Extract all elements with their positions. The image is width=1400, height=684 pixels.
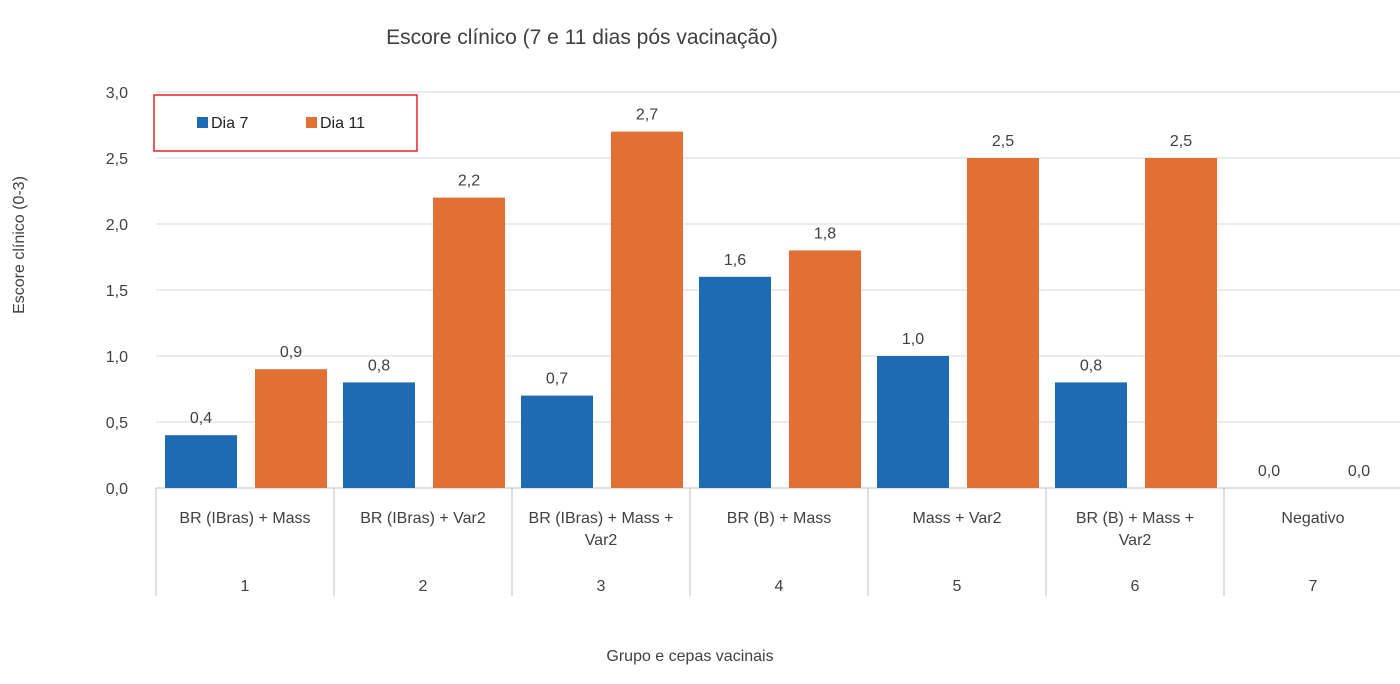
legend-label: Dia 11 <box>320 115 365 132</box>
category-label: BR (B) + Mass + <box>1076 510 1194 527</box>
data-label: 0,4 <box>190 410 212 427</box>
data-label: 0,0 <box>1348 463 1370 480</box>
y-tick-label: 2,0 <box>106 217 128 234</box>
group-number-label: 2 <box>419 578 428 595</box>
group-number-label: 3 <box>597 578 606 595</box>
data-label: 2,7 <box>636 107 658 124</box>
data-label: 0,7 <box>546 371 568 388</box>
bar-dia-7 <box>877 356 949 488</box>
legend-swatch <box>197 117 208 128</box>
y-tick-label: 2,5 <box>106 151 128 168</box>
y-tick-label: 3,0 <box>106 85 128 102</box>
group-number-label: 5 <box>953 578 962 595</box>
bar-dia-7 <box>165 435 237 488</box>
y-tick-label: 0,5 <box>106 415 128 432</box>
legend-label: Dia 7 <box>211 115 248 132</box>
data-label: 0,9 <box>280 344 302 361</box>
legend-box <box>153 94 418 152</box>
bar-dia-11 <box>433 197 505 488</box>
bar-dia-11 <box>611 131 683 488</box>
data-label: 2,5 <box>1170 133 1192 150</box>
y-tick-label: 0,0 <box>106 481 128 498</box>
legend-swatch <box>306 117 317 128</box>
data-label: 1,0 <box>902 331 924 348</box>
category-label: Var2 <box>1119 532 1152 549</box>
bar-dia-11 <box>789 250 861 488</box>
category-label: BR (IBras) + Mass <box>179 510 310 527</box>
group-number-label: 6 <box>1131 578 1140 595</box>
data-label: 0,8 <box>368 357 390 374</box>
bar-dia-11 <box>255 369 327 488</box>
data-label: 2,2 <box>458 173 480 190</box>
group-number-label: 4 <box>775 578 784 595</box>
category-label: BR (IBras) + Mass + <box>529 510 674 527</box>
y-tick-label: 1,5 <box>106 283 128 300</box>
category-label: BR (B) + Mass <box>727 510 831 527</box>
data-label: 2,5 <box>992 133 1014 150</box>
chart-title: Escore clínico (7 e 11 dias pós vacinaçã… <box>386 26 778 49</box>
y-axis-ticks: 0,0 0,5 1,0 1,5 2,0 2,5 3,0 <box>106 85 128 498</box>
x-axis: BR (IBras) + Mass 1 BR (IBras) + Var2 2 BR (… <box>155 488 1345 596</box>
bar-dia-7 <box>521 395 593 488</box>
bar-dia-7 <box>1055 382 1127 488</box>
data-labels: 0,4 0,9 0,8 2,2 0,7 2,7 1,6 1,8 1,0 2,5 0,8 2,5 0,0 0… <box>190 107 1370 480</box>
bar-dia-7 <box>343 382 415 488</box>
category-label: Var2 <box>585 532 618 549</box>
category-label: Negativo <box>1281 510 1344 527</box>
y-axis-title: Escore clínico (0-3) <box>11 176 28 314</box>
data-label: 0,0 <box>1258 463 1280 480</box>
data-label: 0,8 <box>1080 357 1102 374</box>
x-axis-title: Grupo e cepas vacinais <box>606 648 773 665</box>
bar-dia-11 <box>967 158 1039 488</box>
y-tick-label: 1,0 <box>106 349 128 366</box>
bar-dia-7 <box>699 276 771 488</box>
bar-dia-11 <box>1145 158 1217 488</box>
group-number-label: 7 <box>1309 578 1318 595</box>
bars <box>165 131 1217 488</box>
legend: Dia 7 Dia 11 <box>153 94 418 152</box>
category-label: Mass + Var2 <box>912 510 1001 527</box>
data-label: 1,8 <box>814 225 836 242</box>
category-label: BR (IBras) + Var2 <box>360 510 486 527</box>
group-number-label: 1 <box>241 578 250 595</box>
data-label: 1,6 <box>724 252 746 269</box>
